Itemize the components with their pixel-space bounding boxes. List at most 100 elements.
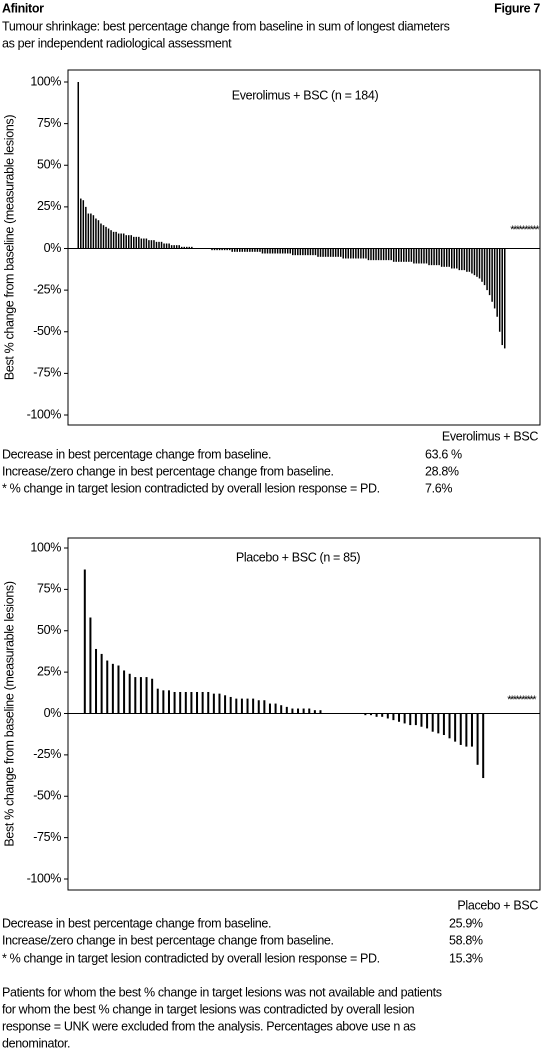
bar (122, 233, 125, 249)
bar (308, 708, 311, 714)
bar (241, 248, 244, 252)
bar (77, 82, 80, 249)
y-tick-label: 75% (37, 116, 61, 130)
summary-label: Increase/zero change in best percentage … (2, 933, 334, 947)
bar (448, 713, 451, 739)
bar (125, 235, 127, 249)
bar (380, 248, 382, 261)
summary-heading: Everolimus + BSC (442, 429, 538, 443)
bar (454, 713, 457, 742)
bar (408, 248, 410, 262)
bar (140, 238, 143, 249)
summary-heading: Placebo + BSC (457, 898, 538, 912)
bar (266, 248, 269, 254)
bar (409, 713, 412, 726)
bar (163, 243, 165, 249)
bar (476, 248, 478, 277)
summary-label: * % change in target lesion contradicted… (2, 481, 380, 495)
bar (322, 248, 324, 257)
bar (386, 713, 389, 719)
bar (133, 236, 135, 249)
bar (428, 248, 430, 266)
bar (284, 248, 286, 254)
bar (367, 248, 370, 261)
bar (186, 246, 188, 249)
summary-value: 15.3% (449, 951, 483, 965)
bar (304, 248, 307, 256)
bar (100, 653, 103, 714)
bar (128, 673, 131, 714)
bar (317, 248, 319, 257)
bar (226, 248, 228, 251)
bar (481, 248, 483, 282)
bar (286, 248, 289, 254)
bar (89, 617, 92, 714)
bar (483, 248, 486, 286)
bar (415, 248, 418, 264)
bar (155, 241, 158, 249)
bar (425, 248, 428, 264)
bar (259, 248, 261, 252)
bar (173, 245, 175, 249)
bar (276, 248, 279, 254)
bar (377, 248, 380, 261)
bar (246, 248, 249, 252)
bar (85, 206, 87, 249)
bar (350, 248, 352, 259)
bar (173, 691, 176, 714)
bar (291, 708, 294, 714)
bar (426, 713, 429, 729)
bar (403, 713, 406, 724)
bar (143, 238, 145, 249)
bar (448, 248, 450, 267)
y-tick-label: -100% (27, 407, 62, 421)
bar (263, 700, 266, 714)
y-tick-label: 25% (37, 664, 61, 678)
bar (482, 713, 485, 779)
bar (431, 713, 434, 732)
bar (281, 248, 284, 254)
bar (400, 248, 403, 262)
bar (423, 248, 425, 264)
bar (83, 569, 86, 714)
y-tick-label: -50% (33, 324, 61, 338)
chart-title: Everolimus + BSC (n = 184) (232, 88, 379, 102)
bar (252, 698, 255, 714)
bar (440, 248, 443, 267)
bar (160, 241, 163, 249)
bar (153, 240, 155, 249)
bar (302, 708, 305, 714)
bar (80, 198, 82, 249)
bar (254, 248, 256, 252)
bar (442, 713, 445, 736)
bar (435, 248, 438, 266)
y-tick-label: 100% (30, 540, 61, 554)
bar (437, 713, 440, 734)
bar (438, 248, 440, 266)
bar (249, 248, 251, 252)
bar (264, 248, 266, 254)
bar (123, 670, 126, 714)
bar (191, 246, 193, 249)
footnote-line: Patients for whom the best % change in t… (2, 985, 442, 999)
bar (188, 246, 191, 249)
bar (196, 691, 199, 714)
y-tick-label: 50% (37, 158, 61, 172)
bar (223, 248, 226, 251)
bar (216, 248, 218, 251)
bar (360, 248, 362, 259)
bar (294, 248, 297, 256)
bar (461, 248, 463, 271)
bar (405, 248, 408, 262)
bar (372, 248, 375, 261)
y-tick-label: 75% (37, 582, 61, 596)
bar (486, 248, 488, 291)
y-tick-label: -25% (33, 282, 61, 296)
bar (420, 713, 423, 727)
y-tick-label: 0% (44, 241, 62, 255)
bar (365, 248, 367, 259)
bar (175, 245, 178, 249)
bar (165, 243, 168, 249)
bar (107, 228, 110, 249)
